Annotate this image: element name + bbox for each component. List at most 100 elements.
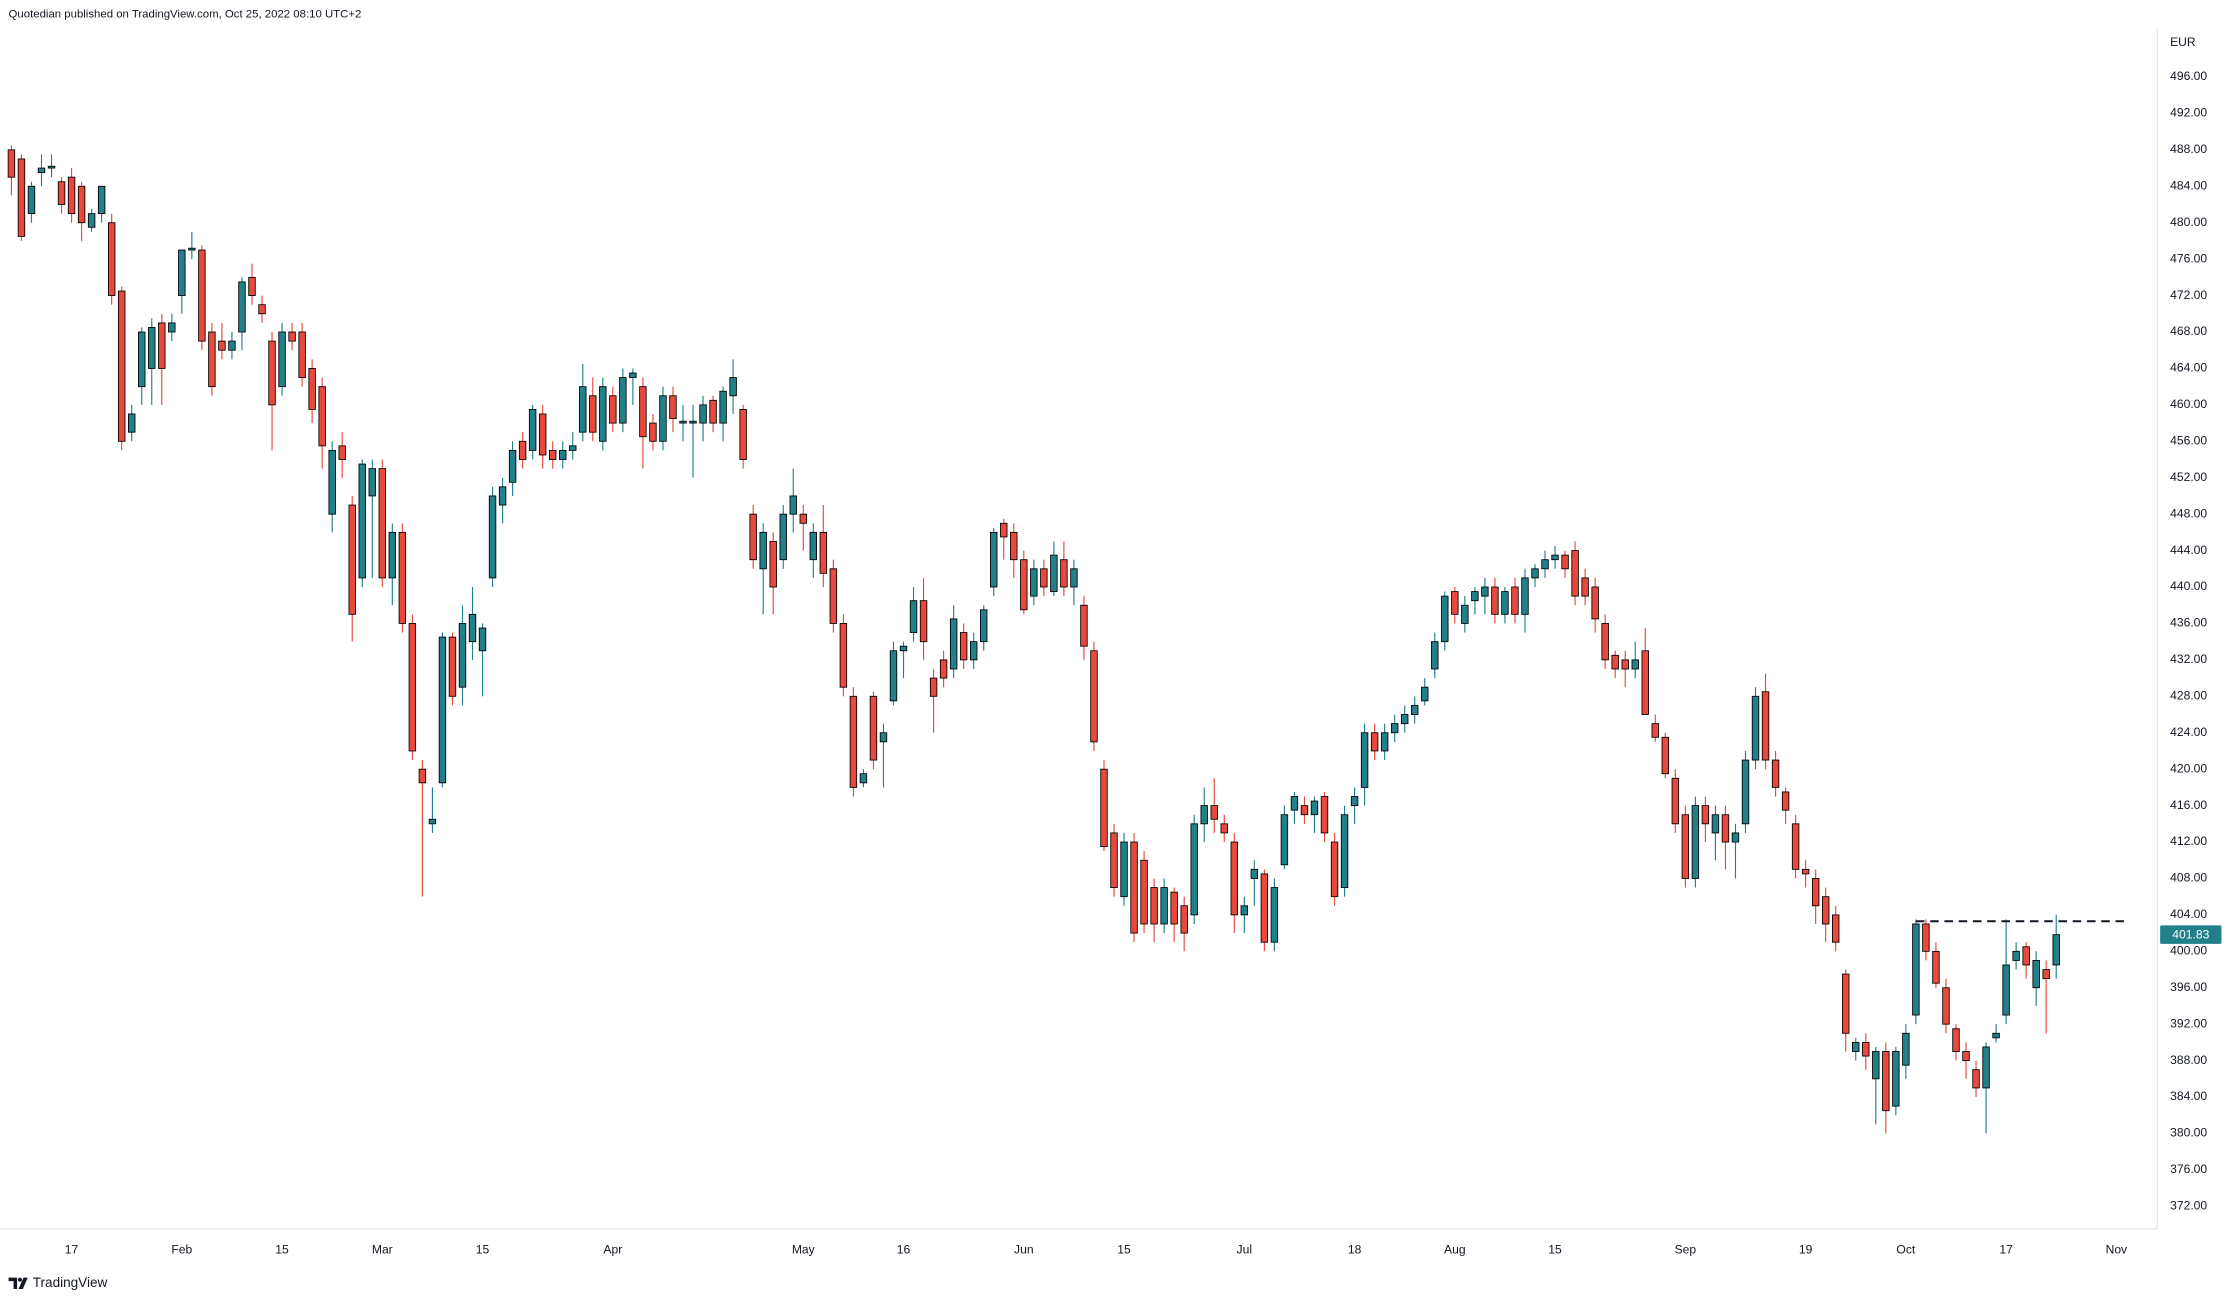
candle-body [1902,1032,1910,1066]
candle-body [1040,568,1048,588]
candle-body [679,420,687,424]
candle-body [1681,814,1690,879]
candle-body [1571,550,1579,597]
y-tick-label: 416.00 [2170,798,2207,812]
candle-body [1842,973,1850,1034]
x-tick-label: 15 [1117,1243,1131,1257]
candle-body [458,623,467,688]
candle-body [1521,577,1529,615]
candle-body [1731,832,1740,843]
candle-body [1000,522,1008,538]
candle-body [1471,591,1479,602]
y-tick-label: 432.00 [2170,652,2207,666]
y-tick-label: 452.00 [2170,470,2207,484]
candle-body [699,404,707,424]
candle-body [1230,841,1239,916]
candle-body [1050,554,1058,592]
y-tick-label: 484.00 [2170,178,2207,192]
y-tick-label: 488.00 [2170,142,2207,156]
candle-body [1180,905,1188,934]
candle-body [378,468,387,579]
y-tick-label: 428.00 [2170,689,2207,703]
candle-body [1872,1051,1880,1080]
y-tick-label: 412.00 [2170,834,2207,848]
candle-body [789,495,797,515]
candle-body [438,636,447,784]
y-tick-label: 460.00 [2170,397,2207,411]
y-tick-label: 404.00 [2170,907,2207,921]
candle-body [1511,586,1519,615]
candle-body [1030,568,1038,597]
candle-body [649,422,657,442]
candle-body [919,600,928,643]
y-tick-label: 496.00 [2170,69,2207,83]
candle-body [107,222,116,297]
candle-body [1461,604,1469,624]
candle-body [117,290,126,442]
x-tick-label: Oct [1896,1243,1915,1257]
y-tick-label: 436.00 [2170,616,2207,630]
candle-body [1661,736,1670,775]
candle-body [1922,923,1930,952]
candle-body [528,408,537,451]
x-tick-label: 15 [1548,1243,1562,1257]
y-tick-label: 476.00 [2170,251,2207,265]
candle-body [799,513,807,524]
candle-body [619,377,627,424]
candle-body [1751,695,1760,761]
candle-body [939,659,948,679]
x-tick-label: 18 [1348,1243,1362,1257]
candle-body [739,408,747,460]
candle-body [1771,759,1780,788]
candle-body [1080,604,1088,647]
candle-body [1451,591,1459,615]
candle-body [1711,814,1720,834]
candle-body [488,495,497,579]
candle-body [168,322,176,333]
candle-body [1100,768,1108,848]
candle-body [1942,987,1950,1025]
candle-body [1791,823,1800,870]
candle-body [629,372,637,378]
candle-body [1260,873,1269,943]
candle-body [1360,732,1369,788]
candle-body [338,445,346,460]
y-tick-label: 420.00 [2170,761,2207,775]
candle-body [308,368,316,410]
candle-body [1370,732,1379,752]
x-tick-label: 17 [1999,1243,2013,1257]
x-tick-label: Sep [1675,1243,1697,1257]
candle-body [518,440,527,460]
candle-body [1300,805,1309,816]
candle-body [569,445,577,451]
candle-body [1310,800,1319,816]
candle-body [1110,832,1118,888]
candle-body [258,304,266,315]
y-tick-label: 472.00 [2170,288,2207,302]
candle-body [2032,959,2040,989]
y-tick-label: 464.00 [2170,361,2207,375]
candle-body [639,386,647,438]
candle-body [17,158,26,237]
x-tick-label: May [792,1243,816,1257]
candle-body [1721,814,1730,843]
candle-body [1380,732,1389,752]
candle-body [498,486,507,506]
candle-body [538,413,547,456]
candle-body [238,281,246,333]
candle-body [1200,805,1208,825]
candle-body [1010,531,1018,561]
last-price-box [2160,925,2222,944]
candle-body [1531,568,1539,579]
candle-body [1601,623,1609,661]
candles [7,145,2060,1134]
candle-body [1170,891,1178,925]
candle-body [388,531,397,579]
candle-body [1972,1069,1980,1089]
candle-body [1992,1032,2000,1039]
candle-body [1441,595,1449,643]
candle-body [448,636,457,697]
candle-body [428,818,437,825]
y-tick-label: 380.00 [2170,1126,2207,1140]
